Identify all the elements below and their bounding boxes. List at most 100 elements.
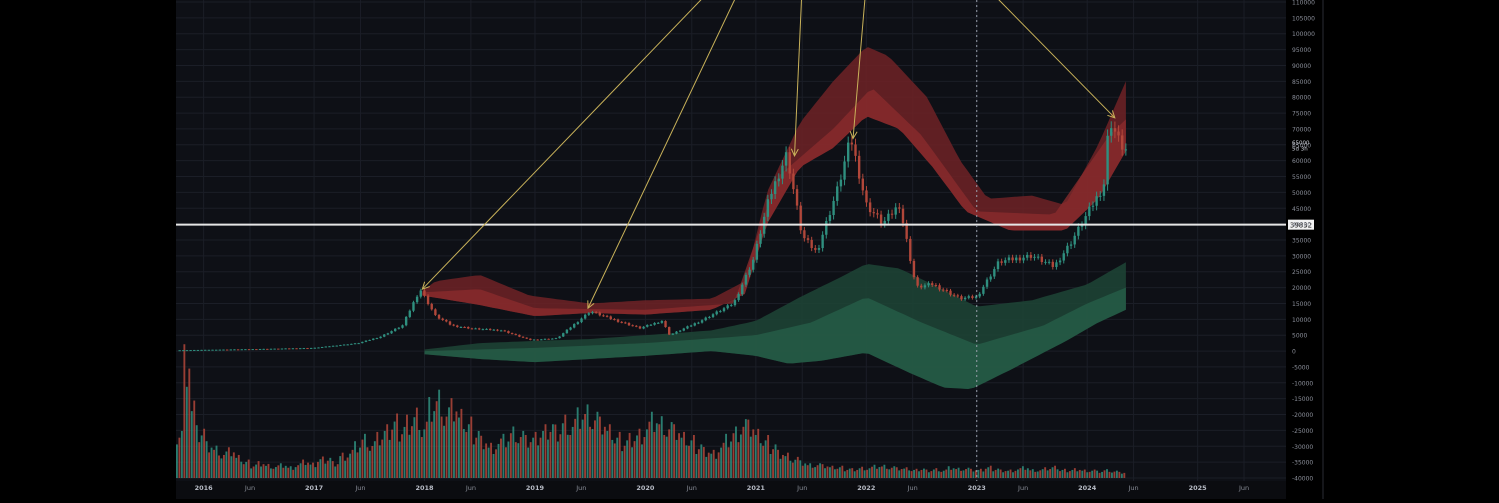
- volume-bar: [579, 428, 582, 478]
- candle-body: [613, 319, 616, 321]
- volume-bar: [460, 408, 463, 478]
- volume-bar: [631, 447, 634, 478]
- volume-bar: [621, 451, 624, 478]
- volume-bar: [396, 413, 399, 478]
- volume-bar: [1108, 471, 1111, 478]
- volume-bar: [339, 456, 342, 478]
- candle-body: [383, 334, 386, 337]
- candle-body: [781, 165, 784, 179]
- level-label: 39832: [1290, 222, 1312, 230]
- volume-bar: [965, 469, 967, 478]
- volume-bar: [354, 441, 356, 478]
- candle-body: [876, 213, 879, 215]
- price-tick-label: -5000: [1292, 364, 1310, 371]
- price-series: [178, 121, 1128, 352]
- candle-body: [828, 215, 832, 221]
- volume-bar: [893, 466, 896, 478]
- price-axis[interactable]: 1100001050001000009500090000850008000075…: [1292, 0, 1315, 483]
- volume-bar: [732, 433, 735, 478]
- volume-bar: [539, 437, 542, 478]
- candle-body: [879, 214, 883, 224]
- volume-bar: [890, 467, 893, 478]
- volume-bar: [509, 433, 512, 478]
- candle-body: [529, 338, 532, 340]
- volume-bar: [176, 444, 178, 478]
- volume-bar: [777, 449, 779, 478]
- volume-bar: [1091, 470, 1094, 478]
- candle-body: [379, 336, 382, 339]
- candle-body: [430, 304, 433, 310]
- volume-bar: [425, 421, 428, 478]
- volume-bar: [1002, 472, 1005, 478]
- candle-body: [247, 349, 251, 351]
- price-tick-label: 75000: [1292, 111, 1311, 118]
- candle-body: [700, 320, 704, 323]
- volume-bar: [1103, 470, 1106, 478]
- volume-bar: [1017, 469, 1019, 478]
- volume-bar: [910, 471, 913, 478]
- volume-bar: [371, 446, 374, 478]
- volume-bar: [1034, 471, 1037, 478]
- volume-bar: [341, 452, 344, 478]
- volume-bar: [321, 456, 324, 478]
- volume-bar: [378, 445, 381, 478]
- volume-bar: [574, 418, 577, 478]
- volume-bar: [658, 424, 661, 478]
- arrow-head: [1107, 110, 1116, 119]
- volume-bar: [490, 442, 493, 478]
- candle-body: [1004, 260, 1007, 263]
- volume-bar: [1004, 471, 1007, 478]
- price-tick-label: 15000: [1292, 301, 1311, 308]
- volume-bar: [742, 426, 745, 478]
- candle-body: [1102, 184, 1106, 196]
- time-tick-label: Jun: [1128, 484, 1139, 492]
- volume-bar: [227, 447, 230, 478]
- volume-bar: [974, 470, 977, 478]
- volume-bar: [257, 461, 260, 478]
- volume-bar: [814, 467, 817, 478]
- price-tick-label: 50000: [1292, 190, 1311, 197]
- volume-bar: [1056, 469, 1059, 478]
- candle-body: [843, 161, 846, 180]
- volume-bar: [279, 463, 282, 478]
- volume-bar: [591, 429, 594, 478]
- candle-body: [1073, 235, 1076, 245]
- candle-body: [847, 142, 850, 162]
- candle-body: [331, 345, 335, 347]
- time-tick-label: Jun: [1017, 484, 1028, 492]
- candle-body: [1018, 257, 1022, 261]
- volume-bar: [393, 421, 396, 478]
- volume-bar: [314, 467, 317, 478]
- volume-bar: [650, 411, 653, 478]
- candle-body: [1026, 254, 1029, 258]
- candle-body: [627, 323, 631, 326]
- candle-body: [258, 348, 262, 350]
- volume-bar: [641, 444, 643, 478]
- volume-bar: [413, 417, 416, 478]
- time-axis[interactable]: 2016 Jun 2017 Jun 2018 Jun 2019 Jun 2020 Jun 2021 J…: [176, 481, 1286, 499]
- volume-bar: [744, 419, 747, 478]
- candle-body: [912, 260, 916, 278]
- volume-bar: [715, 458, 718, 478]
- candle-body: [488, 328, 492, 330]
- candle-body: [204, 349, 207, 351]
- candle-body: [934, 285, 938, 287]
- volume-bar: [942, 470, 945, 478]
- candle-body: [496, 329, 499, 331]
- volume-bar: [524, 434, 527, 478]
- candle-body: [196, 349, 200, 351]
- price-tick-label: 35000: [1292, 238, 1311, 245]
- volume-bar: [250, 468, 253, 478]
- candle-body: [909, 238, 912, 261]
- volume-bar: [203, 428, 206, 478]
- volume-bar: [636, 435, 638, 478]
- candle-body: [335, 345, 338, 347]
- volume-bar: [821, 464, 824, 478]
- candle-body: [901, 208, 905, 224]
- candle-body: [222, 349, 225, 351]
- arrow-head: [849, 130, 858, 140]
- volume-bar: [866, 469, 868, 478]
- volume-bar: [255, 464, 258, 478]
- volume-bar: [663, 434, 666, 478]
